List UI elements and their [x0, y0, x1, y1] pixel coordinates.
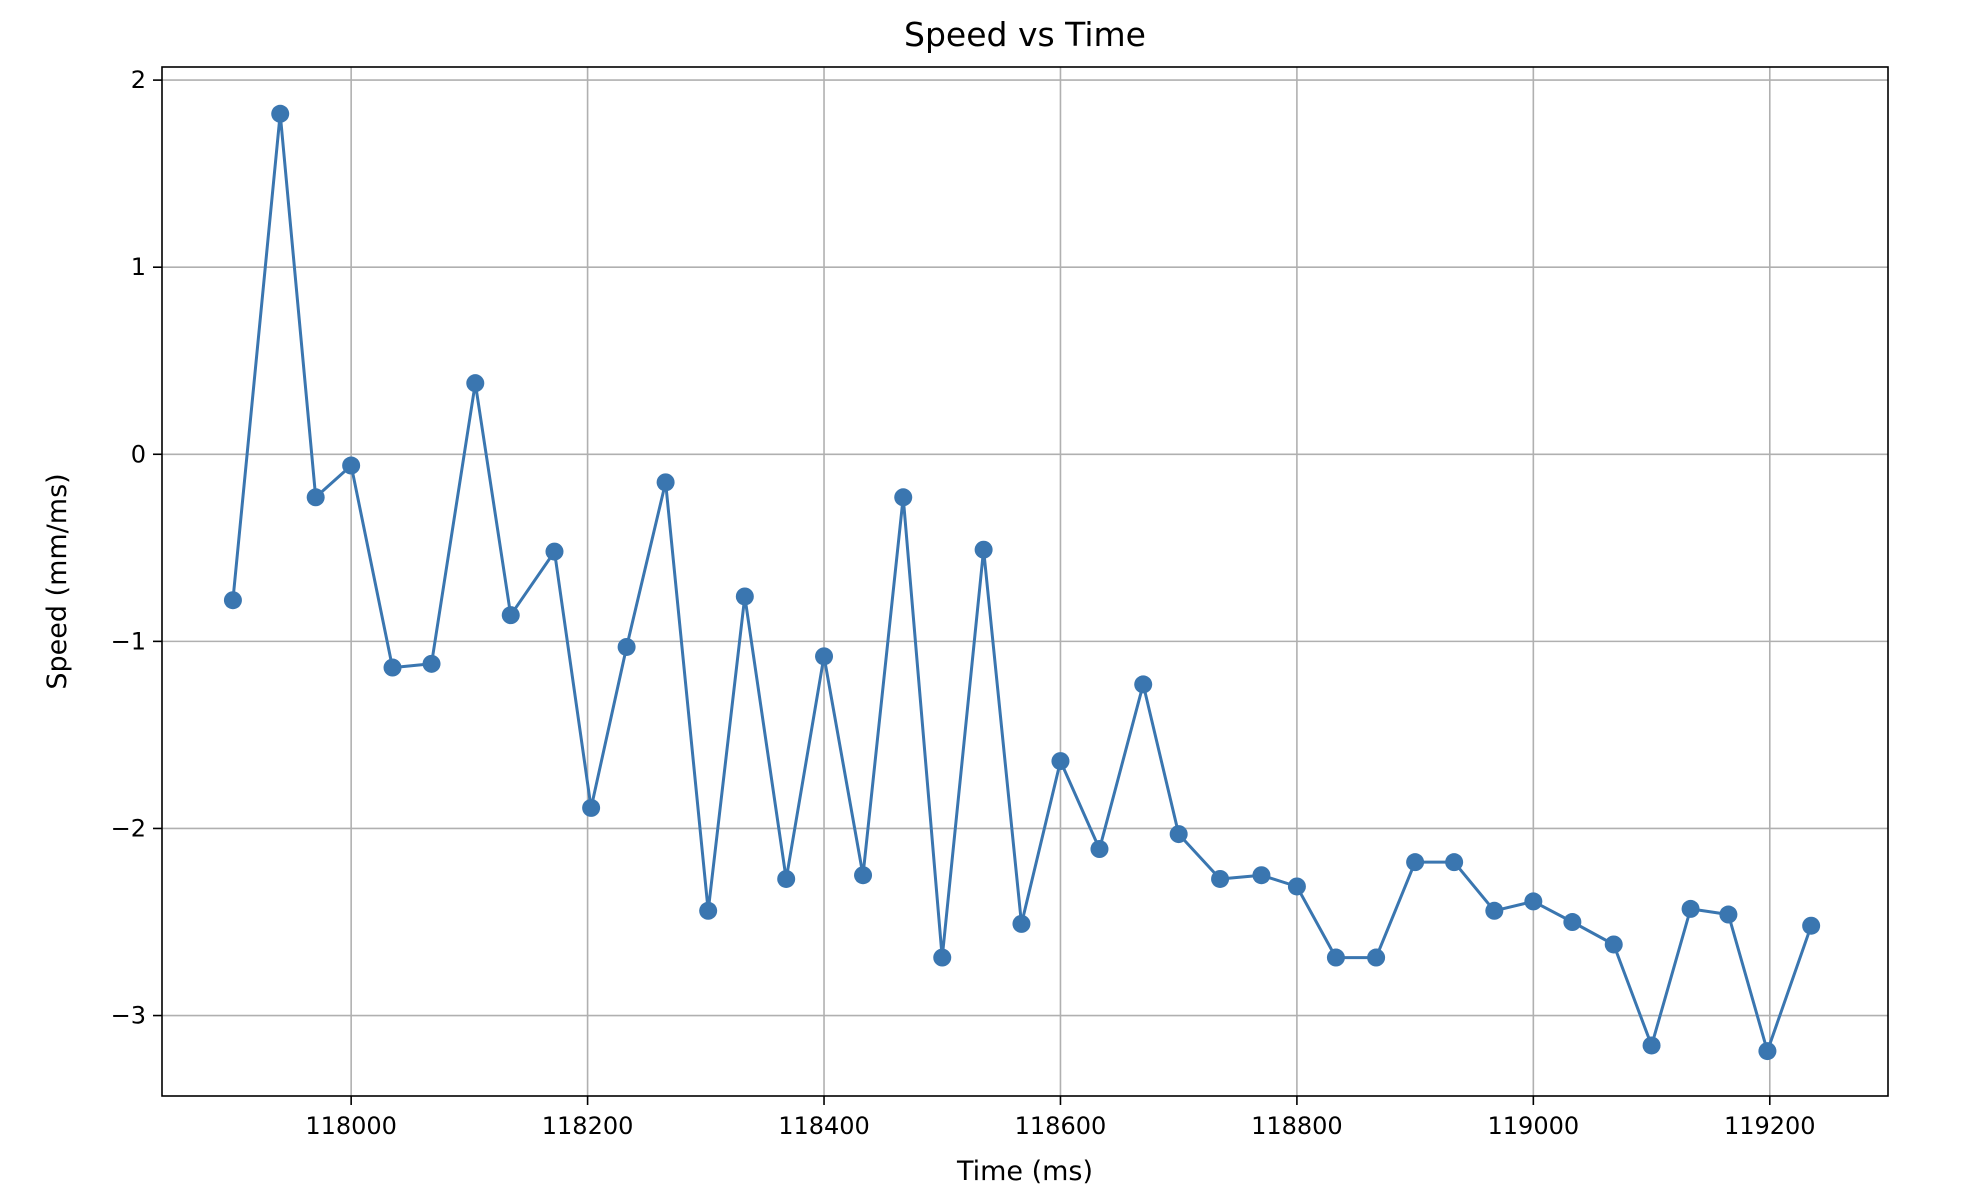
data-point: [735, 587, 754, 606]
x-tick-label: 118600: [1015, 1112, 1107, 1140]
data-point: [894, 488, 913, 507]
data-point: [1604, 935, 1623, 954]
data-point: [466, 374, 485, 393]
chart-title: Speed vs Time: [904, 15, 1146, 54]
data-point: [1012, 914, 1031, 933]
y-axis-label: Speed (mm/ms): [42, 473, 73, 689]
data-point: [699, 901, 718, 920]
data-point: [1563, 913, 1582, 932]
x-tick-label: 118000: [305, 1112, 397, 1140]
x-axis-label: Time (ms): [956, 1156, 1093, 1187]
ticks: 118000 118200 118400 118600 118800 119000 1192…: [111, 66, 1816, 1140]
data-point: [1642, 1036, 1661, 1055]
grid: [162, 67, 1888, 1096]
x-tick-label: 119000: [1488, 1112, 1580, 1140]
x-tick-label: 118400: [778, 1112, 870, 1140]
y-tick-label: 1: [131, 253, 146, 281]
data-point: [1681, 899, 1700, 918]
x-tick-label: 118200: [542, 1112, 634, 1140]
data-point: [815, 647, 834, 666]
data-point: [1252, 866, 1271, 885]
y-tick-label: −3: [111, 1002, 146, 1030]
data-point: [1326, 948, 1345, 967]
data-point: [501, 606, 520, 625]
data-point: [582, 798, 601, 817]
data-point: [933, 948, 952, 967]
data-point: [1485, 901, 1504, 920]
data-point: [223, 591, 242, 610]
data-point: [1169, 825, 1188, 844]
data-point: [1524, 892, 1543, 911]
data-point: [1287, 877, 1306, 896]
data-point: [1406, 853, 1425, 872]
series-layer: [223, 104, 1821, 1061]
y-tick-label: 0: [131, 440, 146, 468]
data-point: [1758, 1042, 1777, 1061]
y-tick-label: −2: [111, 814, 146, 842]
data-point: [854, 866, 873, 885]
data-point: [422, 654, 441, 673]
data-point: [617, 637, 636, 656]
x-tick-label: 119200: [1724, 1112, 1816, 1140]
data-point: [656, 473, 675, 492]
data-point: [342, 456, 361, 475]
plot-frame: [161, 66, 1889, 1097]
data-point: [1445, 853, 1464, 872]
data-point: [1367, 948, 1386, 967]
data-point: [974, 540, 993, 559]
data-point: [777, 869, 796, 888]
y-tick-label: −1: [111, 627, 146, 655]
data-point: [306, 488, 325, 507]
data-point: [1802, 916, 1821, 935]
data-point: [1211, 869, 1230, 888]
y-tick-label: 2: [131, 66, 146, 94]
data-point: [1051, 752, 1070, 771]
data-point: [1090, 840, 1109, 859]
data-point: [1719, 905, 1738, 924]
data-point: [1134, 675, 1153, 694]
data-point: [271, 104, 290, 123]
x-tick-label: 118800: [1251, 1112, 1343, 1140]
data-point: [545, 542, 564, 561]
data-point: [383, 658, 402, 677]
